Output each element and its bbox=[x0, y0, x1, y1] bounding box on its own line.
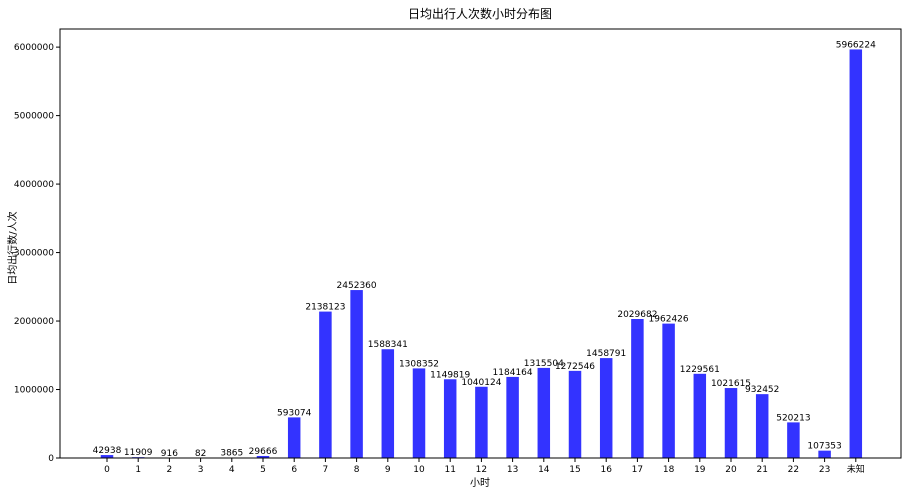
y-tick-label: 5000000 bbox=[14, 112, 54, 122]
data-label-14: 1315504 bbox=[524, 359, 564, 369]
y-tick-label: 1000000 bbox=[14, 386, 54, 396]
data-label-16: 1458791 bbox=[586, 349, 626, 359]
data-label-9: 1588341 bbox=[368, 340, 408, 350]
bar-21 bbox=[755, 394, 769, 458]
x-tick-label: 20 bbox=[725, 465, 737, 475]
bar-17 bbox=[631, 319, 644, 458]
bar-0 bbox=[100, 455, 114, 458]
x-tick-label: 未知 bbox=[847, 463, 865, 475]
x-tick-label: 7 bbox=[323, 465, 329, 475]
bar-18 bbox=[662, 323, 675, 458]
x-tick-label: 15 bbox=[569, 465, 580, 475]
data-label-23: 107353 bbox=[807, 442, 841, 452]
x-tick-label: 18 bbox=[663, 465, 675, 475]
data-label-21: 932452 bbox=[745, 385, 779, 395]
x-tick-label: 1 bbox=[135, 465, 141, 475]
x-tick-label: 0 bbox=[104, 465, 110, 475]
data-label-5: 29666 bbox=[249, 447, 278, 457]
data-label-未知: 5966224 bbox=[836, 40, 876, 50]
x-tick-label: 22 bbox=[788, 465, 799, 475]
bar-20 bbox=[724, 388, 738, 458]
bars-group bbox=[100, 49, 863, 459]
x-tick-label: 13 bbox=[507, 465, 518, 475]
x-tick-label: 5 bbox=[260, 465, 266, 475]
bar-11 bbox=[443, 379, 457, 458]
y-tick-label: 2000000 bbox=[14, 317, 54, 327]
data-label-17: 2029682 bbox=[617, 310, 657, 320]
bar-10 bbox=[412, 368, 426, 458]
bar-15 bbox=[568, 370, 582, 458]
bar-23 bbox=[818, 450, 831, 458]
chart-title: 日均出行人次数小时分布图 bbox=[408, 6, 552, 21]
y-tick-label: 0 bbox=[48, 454, 54, 464]
x-tick-label: 17 bbox=[632, 465, 643, 475]
x-ticks-group: 0 1 2 3 4 5 6 7 8 9 10 11 12 13 14 15 16 17 18 19 20 21 22 23 未知 bbox=[104, 458, 865, 475]
x-tick-label: 21 bbox=[756, 465, 767, 475]
x-tick-label: 8 bbox=[354, 465, 360, 475]
data-labels-group: 42938 11909 916 82 3865 29666 593074 2138123 245… bbox=[93, 40, 876, 459]
x-tick-label: 9 bbox=[385, 465, 391, 475]
x-tick-label: 12 bbox=[476, 465, 487, 475]
y-ticks-group: 0 1000000 2000000 3000000 4000000 5000000 6000… bbox=[14, 43, 60, 464]
data-label-18: 1962426 bbox=[649, 315, 689, 325]
data-label-2: 916 bbox=[161, 449, 178, 459]
data-label-13: 1184164 bbox=[493, 368, 533, 378]
x-axis-label: 小时 bbox=[470, 477, 490, 489]
bar-14 bbox=[537, 367, 551, 458]
data-label-8: 2452360 bbox=[337, 281, 377, 291]
x-tick-label: 23 bbox=[819, 465, 830, 475]
y-tick-label: 4000000 bbox=[14, 180, 54, 190]
x-tick-label: 4 bbox=[229, 465, 235, 475]
bar-16 bbox=[599, 358, 613, 458]
bar-9 bbox=[381, 349, 395, 458]
bar-12 bbox=[475, 386, 488, 458]
y-tick-label: 3000000 bbox=[14, 249, 54, 259]
y-tick-label: 6000000 bbox=[14, 43, 54, 53]
data-label-19: 1229561 bbox=[680, 365, 720, 375]
data-label-7: 2138123 bbox=[305, 303, 345, 313]
data-label-4: 3865 bbox=[220, 449, 243, 459]
x-tick-label: 3 bbox=[198, 465, 204, 475]
bar-19 bbox=[693, 373, 707, 458]
data-label-3: 82 bbox=[195, 449, 206, 459]
x-tick-label: 6 bbox=[291, 465, 297, 475]
data-label-11: 1149819 bbox=[430, 370, 470, 380]
y-axis-label: 日均出行数/人次 bbox=[6, 211, 19, 284]
x-tick-label: 2 bbox=[167, 465, 173, 475]
data-label-20: 1021615 bbox=[711, 379, 751, 389]
bar-5 bbox=[256, 455, 270, 458]
data-label-10: 1308352 bbox=[399, 359, 439, 369]
x-tick-label: 11 bbox=[444, 465, 455, 475]
bar-8 bbox=[350, 290, 363, 458]
x-tick-label: 16 bbox=[600, 465, 612, 475]
data-label-1: 11909 bbox=[124, 448, 153, 458]
x-tick-label: 10 bbox=[413, 465, 425, 475]
data-label-6: 593074 bbox=[277, 408, 312, 418]
bar-7 bbox=[319, 311, 332, 458]
data-label-15: 1272546 bbox=[555, 362, 595, 372]
bar-13 bbox=[506, 376, 519, 458]
x-tick-label: 19 bbox=[694, 465, 706, 475]
x-tick-label: 14 bbox=[538, 465, 550, 475]
bar-未知 bbox=[849, 49, 863, 459]
data-label-0: 42938 bbox=[93, 446, 122, 456]
bar-22 bbox=[787, 422, 800, 458]
bar-6 bbox=[287, 417, 301, 458]
data-label-22: 520213 bbox=[776, 413, 810, 423]
plot-frame bbox=[59, 28, 902, 459]
data-label-12: 1040124 bbox=[461, 378, 501, 388]
